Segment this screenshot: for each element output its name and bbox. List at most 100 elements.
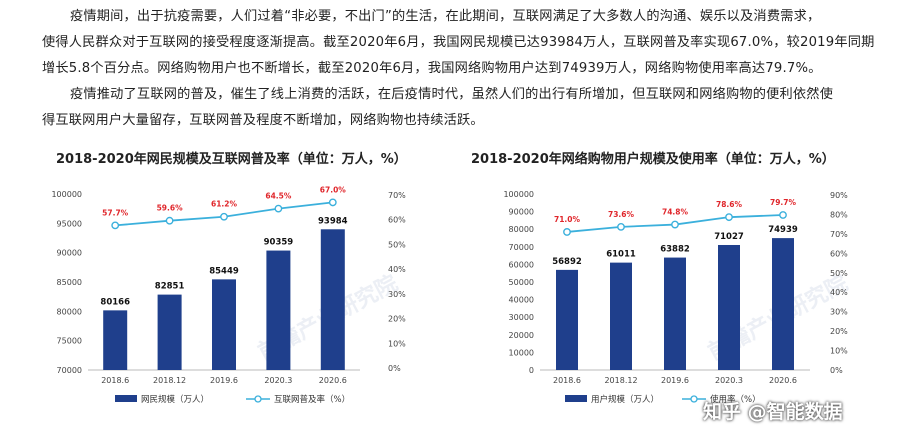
category-tick-label: 2020.6 bbox=[769, 376, 797, 385]
bar-value-label: 85449 bbox=[209, 266, 239, 276]
left-axis-tick-label: 30000 bbox=[509, 313, 534, 322]
left-axis-tick-label: 80000 bbox=[509, 225, 534, 234]
paragraph-2-line-1: 疫情推动了互联网的普及，催生了线上消费的活跃，在后疫情时代，虽然人们的出行有所增… bbox=[70, 87, 834, 102]
zhihu-watermark: 知乎 @智能数据 bbox=[703, 401, 843, 423]
paragraph-2-line-2: 得互联网用户大量留存，互联网普及程度不断增加，网络购物也持续活跃。 bbox=[42, 113, 484, 128]
rate-value-label: 64.5% bbox=[265, 192, 292, 201]
category-tick-label: 2018.12 bbox=[604, 376, 637, 385]
bar-value-label: 56892 bbox=[552, 257, 582, 267]
paragraph-1-line-1: 疫情期间，出于抗疫需要，人们过着“非必要，不出门”的生活，在此期间，互联网满足了… bbox=[70, 9, 821, 24]
right-axis-tick-label: 30% bbox=[830, 308, 848, 317]
bar bbox=[556, 269, 578, 370]
left-axis-tick-label: 75000 bbox=[57, 337, 82, 346]
category-tick-label: 2020.3 bbox=[715, 376, 743, 385]
right-axis-tick-label: 20% bbox=[388, 315, 406, 324]
right-axis-tick-label: 10% bbox=[388, 339, 406, 348]
bar-value-label: 61011 bbox=[606, 250, 636, 260]
right-axis-tick-label: 0% bbox=[388, 364, 401, 373]
rate-point bbox=[111, 221, 120, 230]
rate-point bbox=[274, 204, 283, 213]
right-axis-tick-label: 70% bbox=[388, 191, 406, 200]
right-axis-tick-label: 90% bbox=[830, 191, 848, 200]
bar bbox=[266, 250, 291, 370]
rate-value-label: 73.6% bbox=[608, 210, 635, 219]
left-axis-tick-label: 70000 bbox=[509, 243, 534, 252]
right-axis-tick-label: 60% bbox=[830, 249, 848, 258]
right-axis-tick-label: 30% bbox=[388, 290, 406, 299]
chart-1-title: 2018-2020年网民规模及互联网普及率（单位：万人，%） bbox=[56, 152, 407, 167]
chart-online-shopping-users: 0 10000 20000 30000 40000 50000 60000 70000 8000… bbox=[503, 190, 848, 405]
legend-line-marker bbox=[690, 395, 698, 403]
left-axis-tick-label: 85000 bbox=[57, 278, 82, 287]
bar-value-label: 74939 bbox=[768, 225, 798, 235]
rate-point bbox=[617, 222, 625, 231]
paragraph-2: 疫情推动了互联网的普及，催生了线上消费的活跃，在后疫情时代，虽然人们的出行有所增… bbox=[42, 82, 907, 134]
category-tick-label: 2019.6 bbox=[210, 376, 238, 385]
rate-value-label: 79.7% bbox=[770, 198, 797, 207]
left-axis-tick-label: 90000 bbox=[57, 249, 82, 258]
right-axis-tick-label: 40% bbox=[388, 265, 406, 274]
rate-value-label: 67.0% bbox=[320, 185, 347, 194]
bar-value-label: 71027 bbox=[714, 232, 744, 242]
left-axis-tick-label: 10000 bbox=[509, 348, 534, 357]
chart-internet-users: 70000 75000 80000 85000 90000 95000 100000 0% 10… bbox=[51, 185, 406, 405]
legend-bar-label: 用户规模（万人） bbox=[591, 394, 659, 405]
bar-value-label: 82851 bbox=[155, 282, 185, 292]
left-axis-tick-label: 0 bbox=[529, 366, 534, 375]
right-axis-tick-label: 80% bbox=[830, 210, 848, 219]
legend-bar-swatch bbox=[115, 395, 137, 402]
right-axis-tick-label: 0% bbox=[830, 366, 843, 375]
category-tick-label: 2019.6 bbox=[661, 376, 689, 385]
legend-bar-swatch bbox=[565, 395, 587, 402]
bar bbox=[103, 310, 128, 370]
rate-point bbox=[725, 213, 733, 222]
paragraph-1: 疫情期间，出于抗疫需要，人们过着“非必要，不出门”的生活，在此期间，互联网满足了… bbox=[42, 4, 907, 82]
category-tick-label: 2018.12 bbox=[153, 376, 186, 385]
rate-point bbox=[165, 216, 174, 225]
rate-point bbox=[220, 212, 228, 221]
right-axis-tick-label: 40% bbox=[830, 288, 848, 297]
rate-point bbox=[671, 220, 679, 229]
right-axis-tick-label: 50% bbox=[830, 269, 848, 278]
category-tick-label: 2018.6 bbox=[101, 376, 129, 385]
category-tick-label: 2018.6 bbox=[553, 376, 581, 385]
left-axis-tick-label: 70000 bbox=[57, 366, 82, 375]
paragraph-1-line-2: 使得人民群众对于互联网的接受程度逐渐提高。截至2020年6月，我国网民规模已达9… bbox=[42, 35, 875, 50]
bar bbox=[610, 262, 632, 370]
left-axis-tick-label: 40000 bbox=[509, 296, 534, 305]
left-axis-tick-label: 20000 bbox=[509, 331, 534, 340]
bar-value-label: 93984 bbox=[318, 216, 348, 226]
bar bbox=[212, 279, 236, 370]
legend-line-label: 使用率（%） bbox=[710, 394, 761, 405]
bar-value-label: 90359 bbox=[264, 238, 294, 248]
bar bbox=[320, 229, 345, 370]
category-tick-label: 2020.6 bbox=[319, 376, 347, 385]
left-axis-tick-label: 60000 bbox=[509, 260, 534, 269]
right-axis-tick-label: 60% bbox=[388, 216, 406, 225]
legend-line-label: 互联网普及率（%） bbox=[274, 394, 350, 405]
left-axis-tick-label: 90000 bbox=[509, 208, 534, 217]
bar bbox=[718, 244, 740, 370]
rate-value-label: 78.6% bbox=[716, 200, 743, 209]
left-axis-tick-label: 95000 bbox=[57, 219, 82, 228]
rate-value-label: 61.2% bbox=[211, 200, 238, 209]
rate-point bbox=[779, 211, 787, 219]
category-tick-label: 2020.3 bbox=[264, 376, 292, 385]
left-axis-tick-label: 80000 bbox=[57, 307, 82, 316]
bar bbox=[664, 257, 686, 370]
rate-point bbox=[563, 228, 571, 236]
bar bbox=[157, 294, 182, 370]
rate-value-label: 71.0% bbox=[554, 215, 581, 224]
rate-value-label: 57.7% bbox=[102, 208, 129, 217]
right-axis-tick-label: 50% bbox=[388, 240, 406, 249]
legend-line-marker bbox=[254, 395, 262, 403]
chart-2-title: 2018-2020年网络购物用户规模及使用率（单位：万人，%） bbox=[471, 152, 835, 167]
right-axis-tick-label: 10% bbox=[830, 347, 848, 356]
bar-value-label: 63882 bbox=[660, 245, 690, 255]
legend-bar-label: 网民规模（万人） bbox=[141, 394, 209, 405]
rate-value-label: 74.8% bbox=[662, 208, 689, 217]
left-axis-tick-label: 100000 bbox=[51, 190, 82, 199]
right-axis-tick-label: 20% bbox=[830, 327, 848, 336]
paragraph-1-line-3: 增长5.8个百分点。网络购物用户也不断增长，截至2020年6月，我国网络购物用户… bbox=[42, 61, 822, 76]
rate-value-label: 59.6% bbox=[157, 204, 184, 213]
